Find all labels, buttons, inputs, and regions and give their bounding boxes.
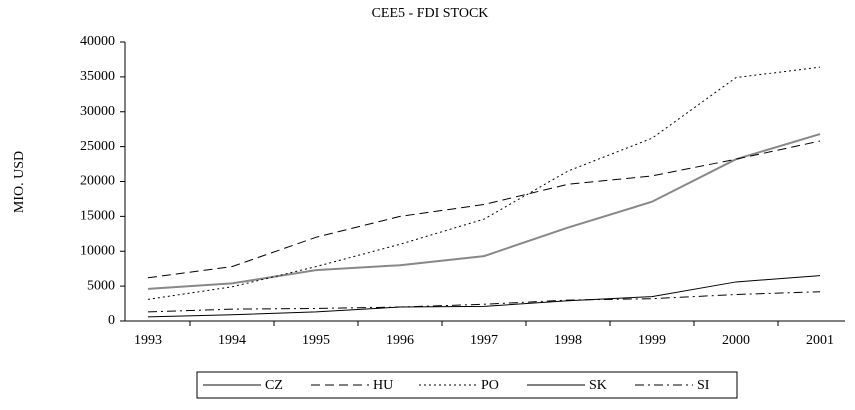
chart-title: CEE5 - FDI STOCK xyxy=(372,6,489,21)
x-tick-label: 1999 xyxy=(638,333,666,348)
y-tick-label: 5000 xyxy=(87,278,115,293)
legend-label: PO xyxy=(481,378,499,393)
y-tick-label: 40000 xyxy=(80,34,115,49)
legend-label: SK xyxy=(589,378,607,393)
x-tick-label: 1997 xyxy=(470,333,498,348)
y-axis-label: MIO. USD xyxy=(12,151,27,213)
x-tick-label: 1996 xyxy=(386,333,414,348)
x-tick-label: 2000 xyxy=(722,333,750,348)
legend-label: HU xyxy=(373,378,393,393)
series-line xyxy=(147,140,821,279)
x-tick-label: 2001 xyxy=(806,333,834,348)
y-tick-label: 15000 xyxy=(80,209,115,224)
series-line xyxy=(147,291,821,313)
y-tick-label: 25000 xyxy=(80,139,115,154)
y-tick-label: 0 xyxy=(108,313,115,328)
legend-label: CZ xyxy=(265,378,283,393)
series-line xyxy=(147,275,821,318)
series-line xyxy=(147,66,821,300)
y-tick-label: 35000 xyxy=(80,69,115,84)
y-tick-label: 30000 xyxy=(80,104,115,119)
x-tick-label: 1994 xyxy=(218,333,246,348)
y-tick-label: 20000 xyxy=(80,174,115,189)
x-tick-label: 1998 xyxy=(554,333,582,348)
x-tick-label: 1995 xyxy=(302,333,330,348)
y-tick-label: 10000 xyxy=(80,243,115,258)
legend-label: SI xyxy=(697,378,710,393)
legend-box xyxy=(196,371,738,399)
series-line xyxy=(147,133,821,290)
x-tick-label: 1993 xyxy=(134,333,162,348)
